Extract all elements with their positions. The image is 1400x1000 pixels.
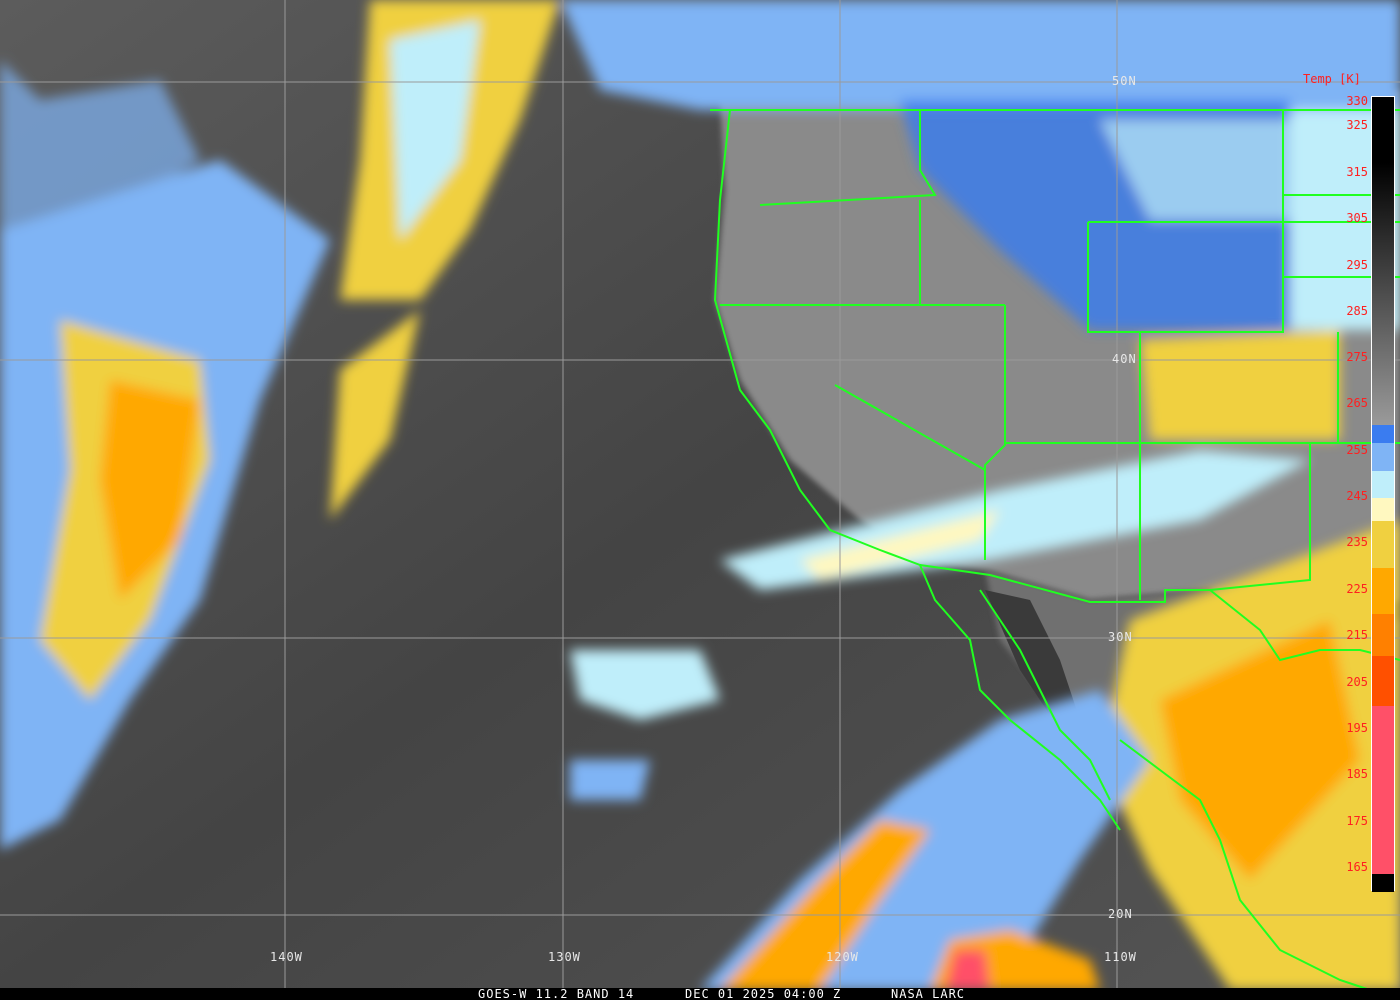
colorbar-tick-label: 205 [1346, 675, 1368, 689]
lon-label-130w: 130W [548, 950, 581, 964]
colorbar-tick-label: 330 [1346, 94, 1368, 108]
colorbar-blue [1372, 425, 1394, 443]
lat-label-20n: 20N [1108, 907, 1133, 921]
colorbar-tick-label: 255 [1346, 443, 1368, 457]
colorbar-orange [1372, 568, 1394, 614]
colorbar-pale-yellow [1372, 498, 1394, 521]
legend-title: Temp [K] [1303, 72, 1361, 86]
gulf-of-california [985, 590, 1080, 730]
lon-label-120w: 120W [826, 950, 859, 964]
colorbar-pale-cyan [1372, 471, 1394, 498]
colorbar-tick-label: 325 [1346, 118, 1368, 132]
caption-source: NASA LARC [891, 987, 966, 1000]
colorbar-yellow [1372, 521, 1394, 568]
colorbar-red-orange [1372, 656, 1394, 706]
colorbar-tick-label: 195 [1346, 721, 1368, 735]
lat-label-50n: 50N [1112, 74, 1137, 88]
caption-bar: GOES-W 11.2 BAND 14 DEC 01 2025 04:00 Z … [0, 988, 1400, 1000]
colorbar-tick-label: 245 [1346, 489, 1368, 503]
lat-label-30n: 30N [1108, 630, 1133, 644]
colorbar-dark-orange [1372, 614, 1394, 656]
colorbar-light-blue [1372, 443, 1394, 471]
colorbar-tick-label: 265 [1346, 396, 1368, 410]
colorbar-tick-label: 295 [1346, 258, 1368, 272]
colorbar-tick-label: 175 [1346, 814, 1368, 828]
colorbar-tick-label: 185 [1346, 767, 1368, 781]
colorbar-tick-label: 275 [1346, 350, 1368, 364]
colorbar-tick-label: 235 [1346, 535, 1368, 549]
colorbar-gray-segment [1372, 97, 1394, 425]
lon-label-140w: 140W [270, 950, 303, 964]
colorbar-pink [1372, 706, 1394, 874]
colorbar-tick-label: 165 [1346, 860, 1368, 874]
caption-product: GOES-W 11.2 BAND 14 [478, 987, 635, 1000]
colorbar-tick-label: 215 [1346, 628, 1368, 642]
colorbar-tick-label: 225 [1346, 582, 1368, 596]
caption-datetime: DEC 01 2025 04:00 Z [685, 987, 842, 1000]
colorbar-tick-label: 285 [1346, 304, 1368, 318]
colorbar-tick-label: 305 [1346, 211, 1368, 225]
temperature-colorbar [1371, 96, 1395, 892]
colorbar-black-bottom [1372, 874, 1394, 892]
lat-label-40n: 40N [1112, 352, 1137, 366]
colorbar-tick-label: 315 [1346, 165, 1368, 179]
political-borders [710, 109, 1400, 991]
lon-label-110w: 110W [1104, 950, 1137, 964]
